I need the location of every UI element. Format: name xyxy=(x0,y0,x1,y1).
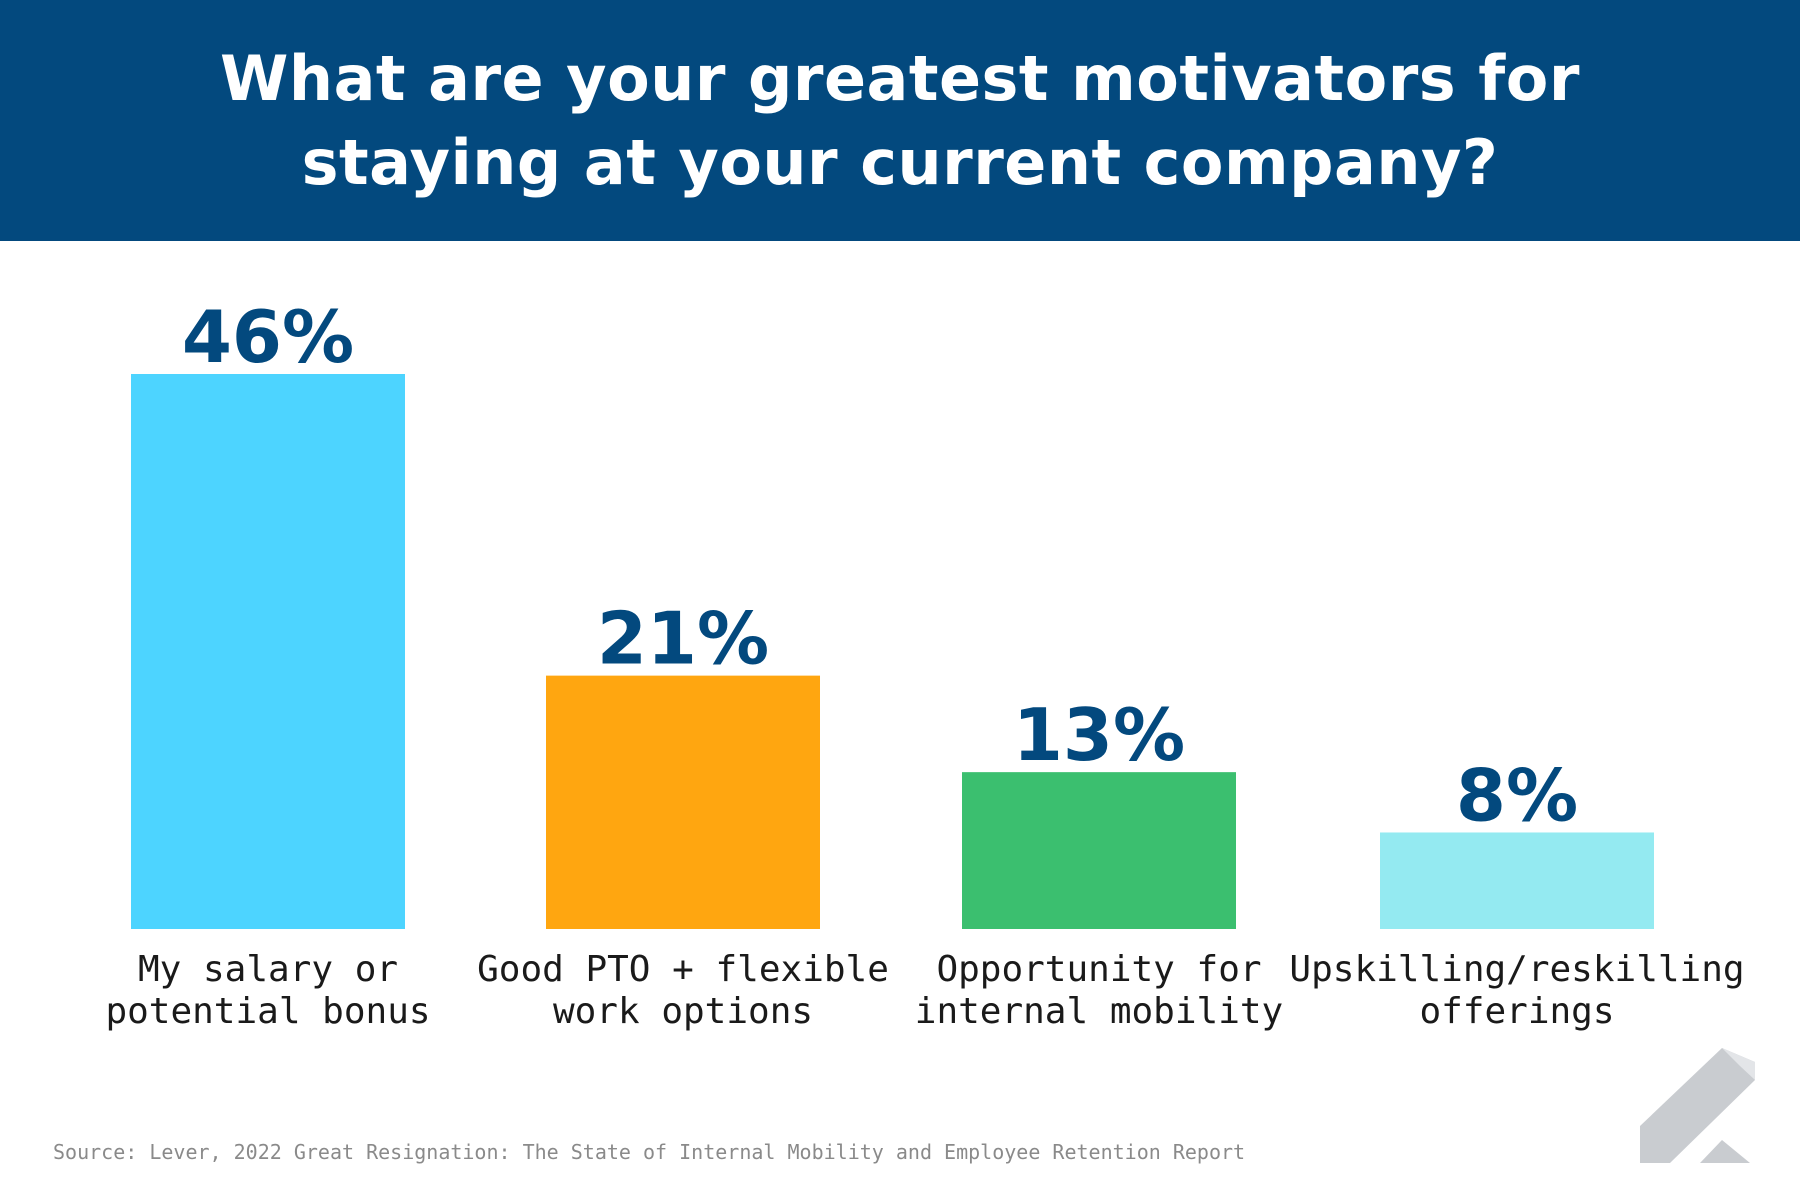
bar-1 xyxy=(131,374,405,929)
bar-4 xyxy=(1380,832,1654,929)
category-label-2-line-1: Good PTO + flexible xyxy=(477,949,889,990)
category-label-4-line-2: offerings xyxy=(1419,991,1614,1032)
bar-3 xyxy=(962,772,1236,929)
category-label-3-line-1: Opportunity for xyxy=(936,949,1261,990)
source-note: Source: Lever, 2022 Great Resignation: T… xyxy=(53,1140,1246,1164)
category-label-1-line-1: My salary or xyxy=(138,949,398,990)
category-label-2-line-2: work options xyxy=(553,991,813,1032)
value-label-3: 13% xyxy=(1013,693,1185,777)
lever-logo-icon xyxy=(1640,1048,1755,1163)
category-label-1-line-2: potential bonus xyxy=(105,991,430,1032)
category-label-4-line-1: Upskilling/reskilling xyxy=(1289,949,1744,990)
value-label-2: 21% xyxy=(597,597,769,681)
header-banner: What are your greatest motivators for st… xyxy=(0,0,1800,241)
category-label-3-line-2: internal mobility xyxy=(915,991,1283,1032)
value-label-1: 46% xyxy=(182,295,354,379)
value-label-4: 8% xyxy=(1456,753,1578,837)
bar-2 xyxy=(546,675,820,929)
chart-title: What are your greatest motivators for st… xyxy=(220,41,1580,199)
